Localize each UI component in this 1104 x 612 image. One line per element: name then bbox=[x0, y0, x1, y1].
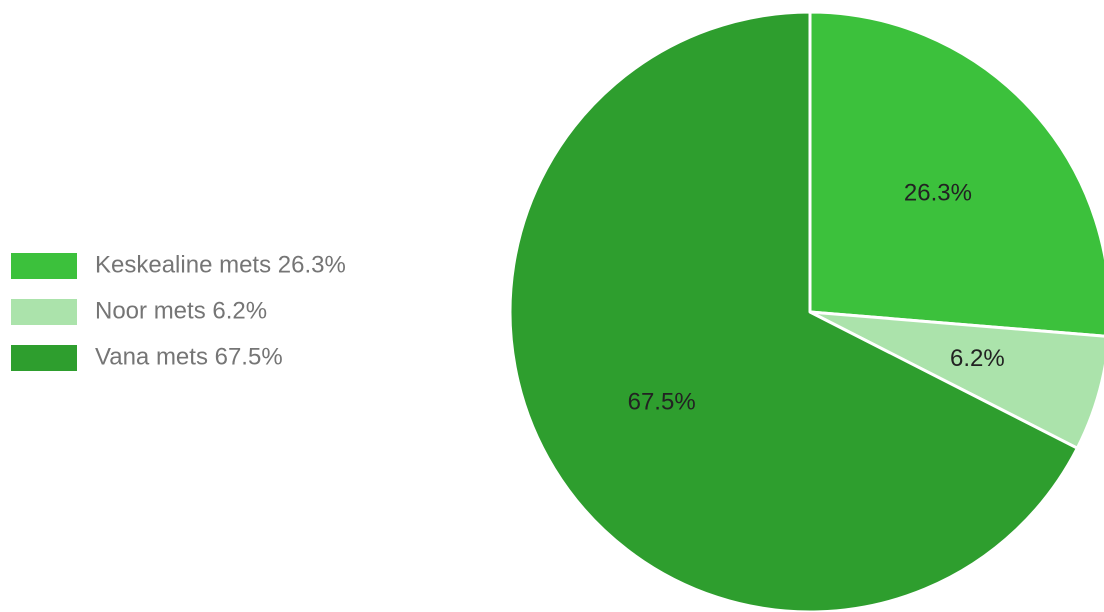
legend-swatch-vana-mets bbox=[9, 343, 79, 373]
pie-slices bbox=[508, 10, 1104, 612]
legend-swatch-keskealine-mets bbox=[9, 251, 79, 281]
slice-label-keskealine-mets: 26.3% bbox=[904, 179, 972, 206]
slice-label-noor-mets: 6.2% bbox=[950, 345, 1005, 372]
legend-label-vana-mets: Vana mets 67.5% bbox=[95, 343, 283, 370]
slice-label-vana-mets: 67.5% bbox=[628, 388, 696, 415]
legend: Keskealine mets 26.3% Noor mets 6.2% Vana … bbox=[9, 251, 346, 373]
legend-label-keskealine-mets: Keskealine mets 26.3% bbox=[95, 251, 346, 278]
pie-slice-noor-mets bbox=[808, 310, 1104, 450]
legend-label-noor-mets: Noor mets 6.2% bbox=[95, 297, 267, 324]
pie-slice-vana-mets bbox=[508, 10, 1079, 612]
pie-slice-keskealine-mets bbox=[808, 10, 1104, 338]
legend-swatch-noor-mets bbox=[9, 297, 79, 327]
pie-slice-labels: 26.3% 6.2% 67.5% bbox=[628, 179, 1005, 415]
